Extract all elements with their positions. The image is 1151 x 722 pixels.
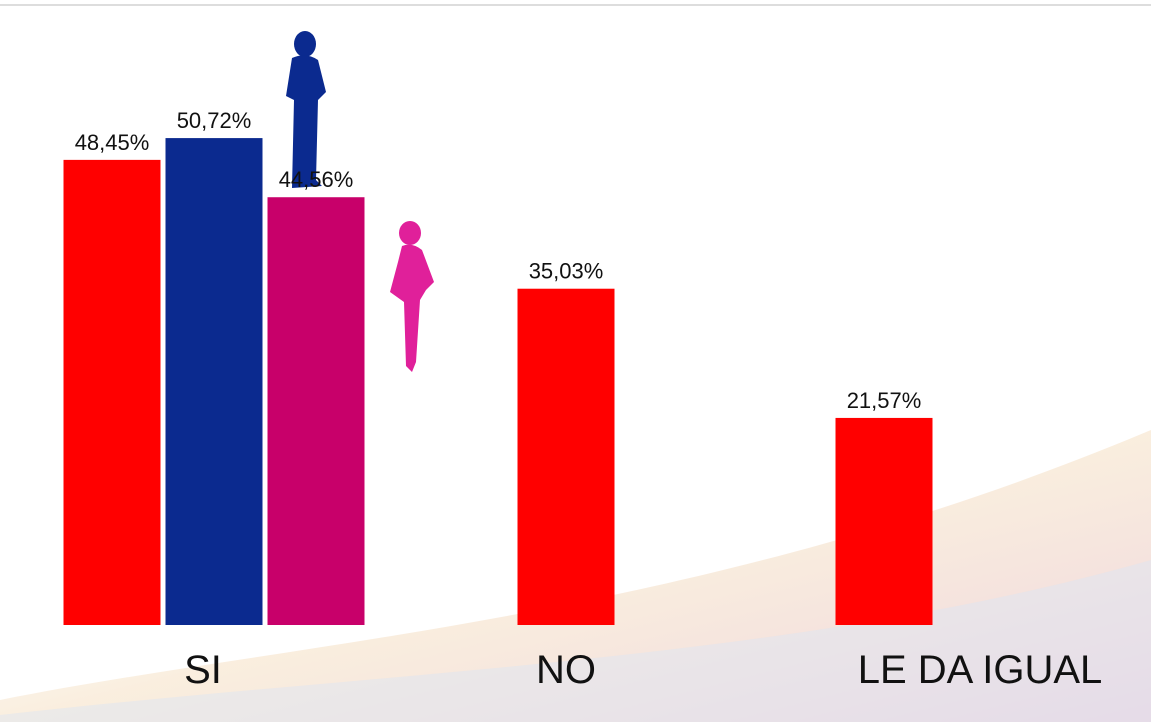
category-label: NO (536, 648, 596, 692)
bar (836, 418, 933, 625)
chart: 48,45% 50,72% 44,56% SI 35,03% NO 21,57% LE DA … (0, 0, 1151, 722)
man-icon (286, 31, 326, 188)
bar (518, 289, 615, 625)
woman-icon (390, 221, 434, 372)
value-label: 44,56% (279, 167, 354, 192)
page: {"chart_data": {"type": "bar", "categori… (0, 0, 1151, 722)
value-label: 35,03% (529, 259, 604, 284)
value-label: 48,45% (75, 130, 150, 155)
value-label: 50,72% (177, 108, 252, 133)
value-label: 21,57% (847, 388, 922, 413)
bar (166, 138, 263, 625)
bar (64, 160, 161, 625)
category-label: SI (184, 648, 222, 692)
bar (268, 197, 365, 625)
category-label: LE DA IGUAL (858, 648, 1103, 692)
